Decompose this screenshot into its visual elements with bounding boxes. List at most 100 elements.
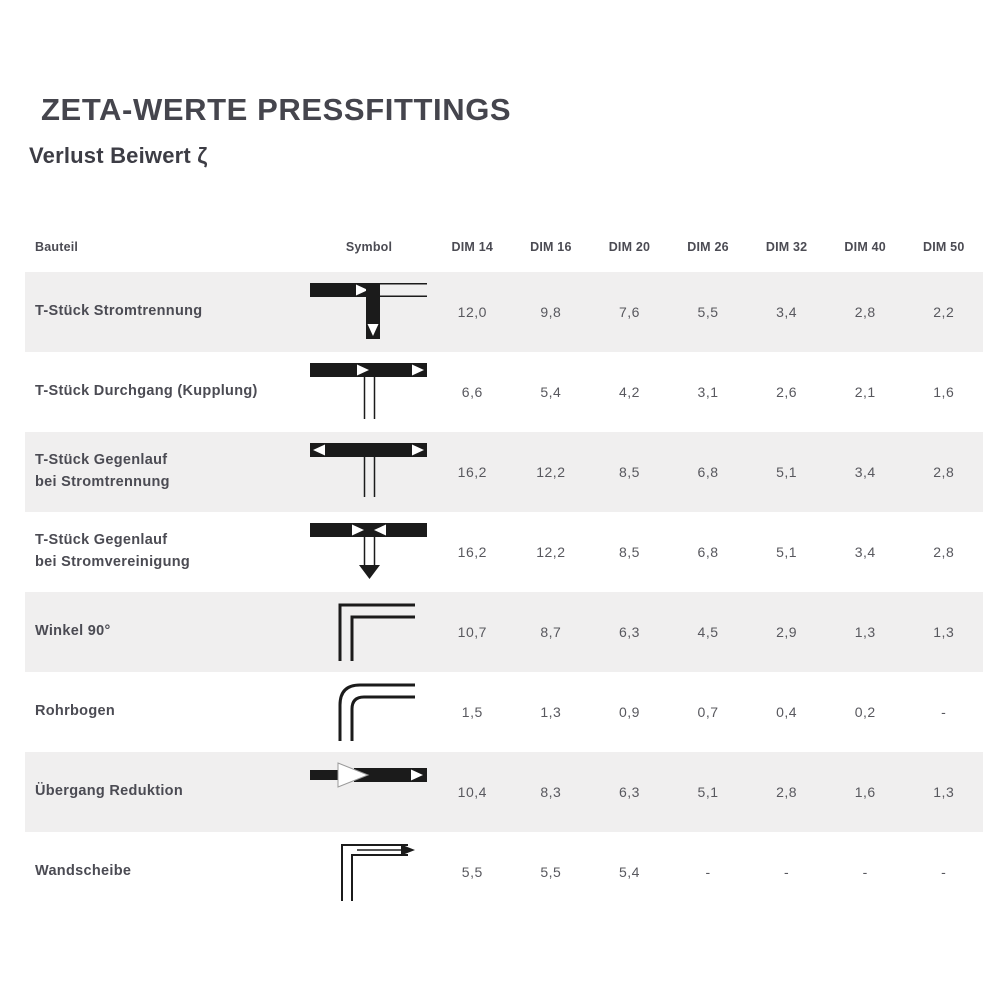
- value-cell: 5,1: [747, 432, 826, 512]
- value-cell: 8,5: [590, 512, 669, 592]
- zeta-value: 2,9: [776, 624, 798, 640]
- column-header-dim-20: DIM 20: [608, 240, 651, 254]
- zeta-value: 6,3: [618, 624, 640, 640]
- column-header-dim-50: DIM 50: [923, 240, 965, 254]
- tee-straight-flow-icon: [310, 363, 427, 419]
- zeta-value: -: [862, 864, 868, 880]
- component-cell: Übergang Reduktion: [25, 752, 305, 832]
- value-cell: 12,0: [433, 272, 512, 352]
- tee-counterflow-union-icon: [310, 523, 427, 579]
- zeta-value: 5,1: [697, 784, 719, 800]
- value-cell: 1,3: [904, 752, 983, 832]
- value-cell: 6,3: [590, 592, 669, 672]
- zeta-value: 2,1: [854, 384, 876, 400]
- value-cell: -: [747, 832, 826, 912]
- value-cell: 2,8: [747, 752, 826, 832]
- value-cell: 5,1: [669, 752, 748, 832]
- zeta-value: 2,2: [933, 304, 955, 320]
- value-cell: 5,5: [512, 832, 591, 912]
- table-row: Wandscheibe 5,5 5,5 5,4 - - - -: [25, 832, 983, 912]
- header-cell: DIM 16: [512, 222, 591, 272]
- component-label: Wandscheibe: [35, 863, 132, 880]
- reducer-icon: [310, 762, 427, 788]
- symbol-cell: [305, 272, 433, 352]
- value-cell: 16,2: [433, 432, 512, 512]
- zeta-value: 4,2: [618, 384, 640, 400]
- symbol-cell: [305, 832, 433, 912]
- wall-plate-icon: [341, 844, 415, 901]
- zeta-value: 1,3: [933, 784, 955, 800]
- value-cell: 5,4: [590, 832, 669, 912]
- zeta-value: 10,4: [457, 784, 487, 800]
- header-cell: DIM 40: [826, 222, 905, 272]
- zeta-value: 0,4: [776, 704, 798, 720]
- zeta-value: 5,4: [540, 384, 562, 400]
- zeta-value: 1,6: [854, 784, 876, 800]
- zeta-value: -: [941, 864, 947, 880]
- zeta-value: 12,0: [457, 304, 487, 320]
- zeta-value: 2,8: [776, 784, 798, 800]
- header-cell: Bauteil: [25, 222, 305, 272]
- header-cell: Symbol: [305, 222, 433, 272]
- value-cell: 2,1: [826, 352, 905, 432]
- component-label: T-Stück Gegenlauf bei Stromvereinigung: [35, 532, 191, 570]
- table-row: T-Stück Gegenlauf bei Stromvereinigung 16…: [25, 512, 983, 592]
- value-cell: 0,7: [669, 672, 748, 752]
- tee-counterflow-separation-icon: [310, 443, 427, 497]
- value-cell: 5,5: [669, 272, 748, 352]
- zeta-value: 3,4: [776, 304, 798, 320]
- value-cell: 9,8: [512, 272, 591, 352]
- value-cell: 2,8: [904, 512, 983, 592]
- zeta-value: 0,2: [854, 704, 876, 720]
- value-cell: 3,1: [669, 352, 748, 432]
- zeta-value: 0,7: [697, 704, 719, 720]
- value-cell: 2,6: [747, 352, 826, 432]
- value-cell: 4,2: [590, 352, 669, 432]
- header-cell: DIM 14: [433, 222, 512, 272]
- value-cell: 3,4: [747, 272, 826, 352]
- value-cell: 12,2: [512, 432, 591, 512]
- zeta-value: 1,6: [933, 384, 955, 400]
- table-row: T-Stück Gegenlauf bei Stromtrennung 16,2 1…: [25, 432, 983, 512]
- component-label: Übergang Reduktion: [35, 783, 183, 800]
- component-cell: Rohrbogen: [25, 672, 305, 752]
- value-cell: 1,3: [512, 672, 591, 752]
- table-row: T-Stück Durchgang (Kupplung) 6,6 5,4 4,2 3,1…: [25, 352, 983, 432]
- value-cell: -: [904, 672, 983, 752]
- value-cell: 0,2: [826, 672, 905, 752]
- zeta-value: 3,4: [854, 544, 876, 560]
- value-cell: 2,2: [904, 272, 983, 352]
- value-cell: 12,2: [512, 512, 591, 592]
- zeta-value: 8,5: [618, 464, 640, 480]
- zeta-value: 6,6: [461, 384, 483, 400]
- zeta-value: 8,5: [618, 544, 640, 560]
- component-label: T-Stück Durchgang (Kupplung): [35, 383, 258, 400]
- value-cell: 4,5: [669, 592, 748, 672]
- zeta-value: 12,2: [536, 544, 566, 560]
- pipe-bend-icon: [338, 683, 415, 741]
- component-label: T-Stück Stromtrennung: [35, 303, 203, 320]
- table-row: Winkel 90° 10,7 8,7 6,3 4,5 2,9 1,3 1,3: [25, 592, 983, 672]
- zeta-value: 3,1: [697, 384, 719, 400]
- zeta-value: 9,8: [540, 304, 562, 320]
- zeta-value: 1,3: [854, 624, 876, 640]
- value-cell: 0,4: [747, 672, 826, 752]
- zeta-value: -: [705, 864, 711, 880]
- column-header-dim-16: DIM 16: [530, 240, 572, 254]
- value-cell: 1,6: [904, 352, 983, 432]
- value-cell: 1,6: [826, 752, 905, 832]
- component-cell: T-Stück Durchgang (Kupplung): [25, 352, 305, 432]
- zeta-value: 1,5: [461, 704, 483, 720]
- value-cell: 5,1: [747, 512, 826, 592]
- tee-flow-separation-icon: [310, 283, 427, 339]
- header-cell: DIM 26: [669, 222, 748, 272]
- zeta-value: 12,2: [536, 464, 566, 480]
- zeta-value: 16,2: [457, 464, 487, 480]
- value-cell: -: [669, 832, 748, 912]
- column-header-bauteil: Bauteil: [35, 240, 79, 254]
- zeta-value: 3,4: [854, 464, 876, 480]
- value-cell: -: [904, 832, 983, 912]
- zeta-value: 16,2: [457, 544, 487, 560]
- header-cell: DIM 32: [747, 222, 826, 272]
